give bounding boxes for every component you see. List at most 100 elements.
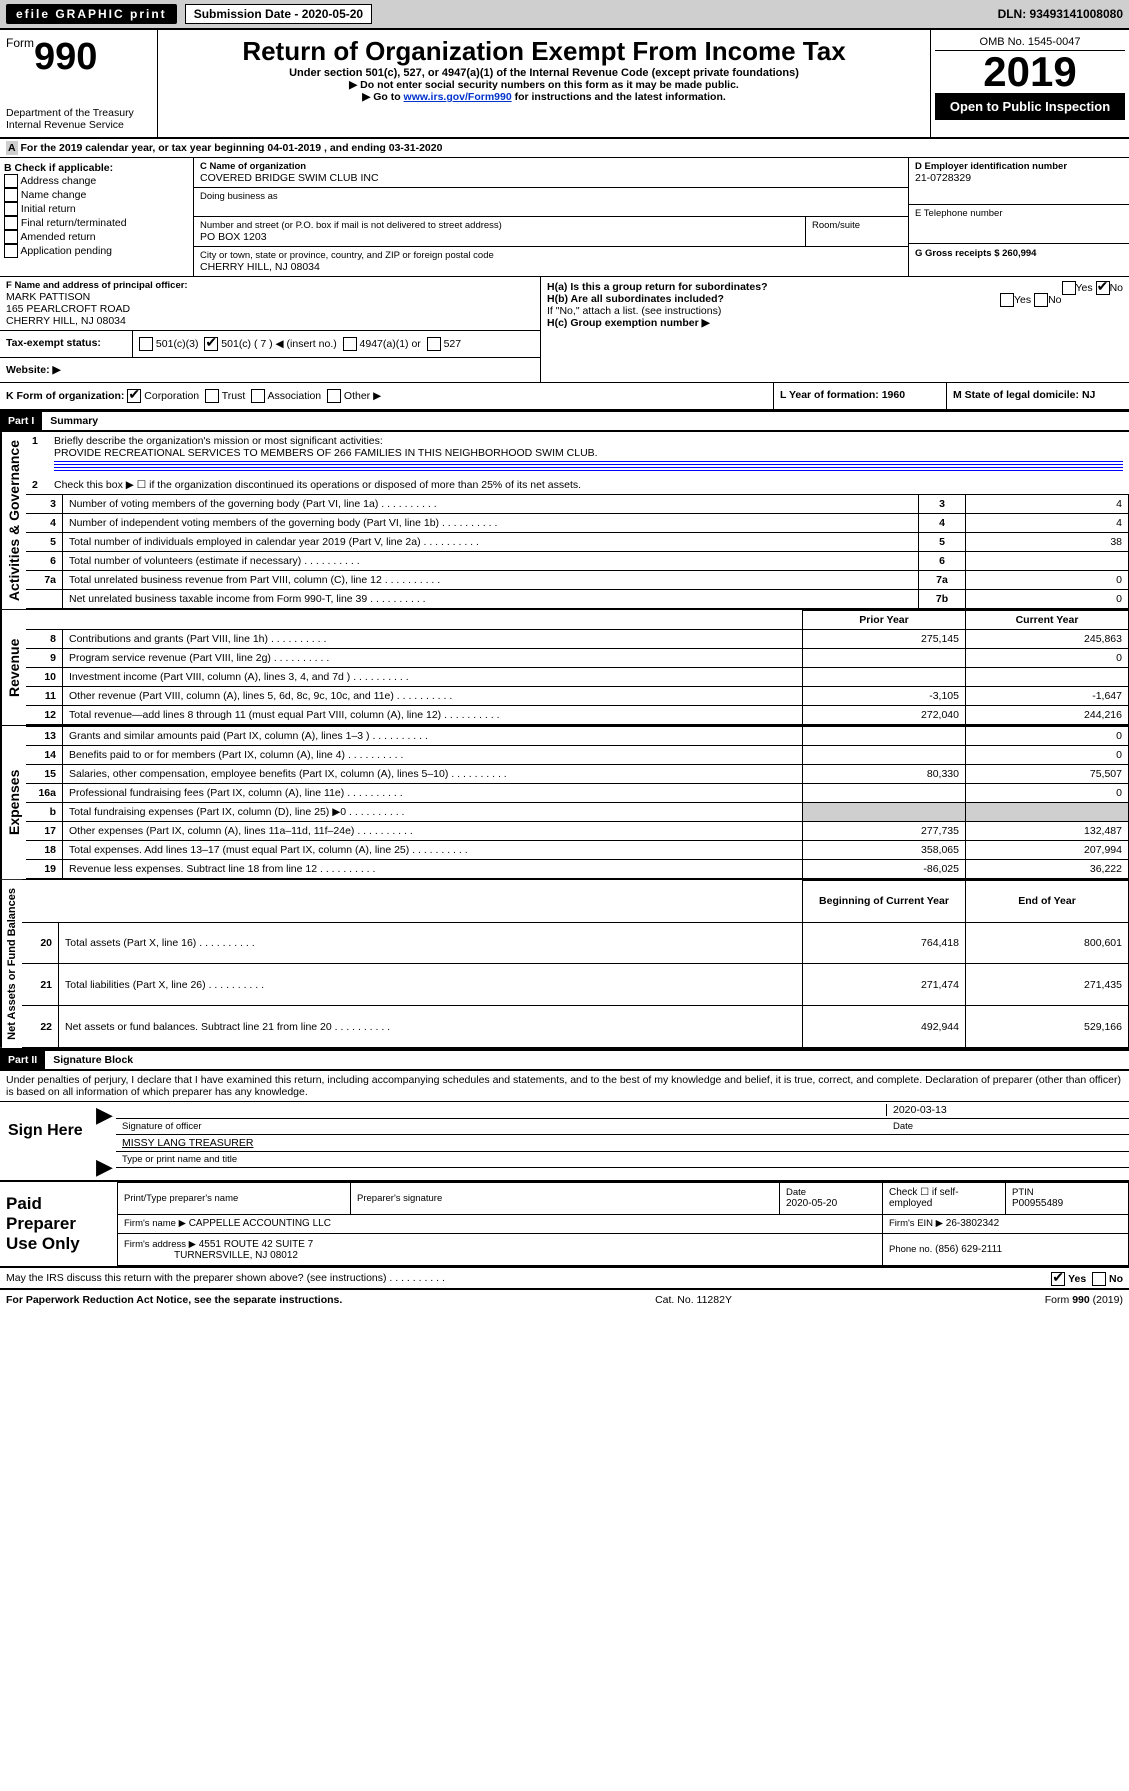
b-item[interactable]: Address change (4, 174, 189, 188)
discuss-row: May the IRS discuss this return with the… (0, 1268, 1129, 1290)
f-label: F Name and address of principal officer: (6, 280, 534, 291)
section-fhi: F Name and address of principal officer:… (0, 277, 1129, 383)
dba-label: Doing business as (200, 191, 902, 202)
tax-year: 2019 (935, 51, 1125, 93)
form-header: Form990 Department of the Treasury Inter… (0, 30, 1129, 139)
efile-button[interactable]: efile GRAPHIC print (6, 4, 177, 24)
irs-link[interactable]: www.irs.gov/Form990 (404, 91, 512, 103)
ptin: P00955489 (1012, 1198, 1122, 1209)
section-klm: K Form of organization: Corporation Trus… (0, 383, 1129, 411)
hb-label: H(b) Are all subordinates included? (547, 293, 724, 305)
prep-name-label: Print/Type preparer's name (124, 1193, 344, 1204)
officer-addr2: CHERRY HILL, NJ 08034 (6, 315, 534, 327)
cb-4947[interactable] (343, 337, 357, 351)
form-number: 990 (34, 36, 97, 78)
footer-mid: Cat. No. 11282Y (655, 1294, 732, 1306)
ha-label: H(a) Is this a group return for subordin… (547, 281, 768, 293)
section-a: A For the 2019 calendar year, or tax yea… (0, 139, 1129, 158)
activities-governance: Activities & Governance 1 Briefly descri… (0, 432, 1129, 609)
b-label: B Check if applicable: (4, 162, 189, 174)
g-label: G Gross receipts $ 260,994 (915, 248, 1036, 259)
side-rev: Revenue (0, 610, 26, 725)
cb-assoc[interactable] (251, 389, 265, 403)
ptin-label: PTIN (1012, 1187, 1122, 1198)
l-year: L Year of formation: 1960 (773, 383, 946, 409)
ha-yes[interactable] (1062, 281, 1076, 295)
prep-date: 2020-05-20 (786, 1198, 876, 1209)
sig-label: Signature of officer (122, 1121, 887, 1132)
sign-date: 2020-03-13 (893, 1104, 947, 1116)
open-public: Open to Public Inspection (935, 93, 1125, 120)
section-bcde: B Check if applicable: Address change Na… (0, 158, 1129, 277)
prep-sig-label: Preparer's signature (357, 1193, 773, 1204)
submission-date: Submission Date - 2020-05-20 (185, 4, 372, 24)
netassets-section: Net Assets or Fund Balances Beginning of… (0, 879, 1129, 1050)
form-title: Return of Organization Exempt From Incom… (164, 36, 924, 67)
revenue-section: Revenue Prior YearCurrent Year8Contribut… (0, 609, 1129, 725)
table-ag: 3Number of voting members of the governi… (26, 494, 1129, 609)
discuss-yes[interactable] (1051, 1272, 1065, 1286)
l1-val: PROVIDE RECREATIONAL SERVICES TO MEMBERS… (54, 447, 598, 459)
l1-label: Briefly describe the organization's miss… (54, 435, 383, 447)
name-label: Type or print name and title (116, 1152, 1129, 1168)
b-item[interactable]: Amended return (4, 230, 189, 244)
goto-post: for instructions and the latest informat… (512, 91, 726, 103)
table-revenue: Prior YearCurrent Year8Contributions and… (26, 610, 1129, 725)
ssn-note: Do not enter social security numbers on … (164, 79, 924, 91)
firm-ein: 26-3802342 (946, 1218, 999, 1229)
city-label: City or town, state or province, country… (200, 250, 902, 261)
c-name-label: C Name of organization (200, 161, 902, 172)
l2: Check this box ▶ ☐ if the organization d… (54, 479, 581, 491)
top-bar: efile GRAPHIC print Submission Date - 20… (0, 0, 1129, 30)
cb-501c7[interactable] (204, 337, 218, 351)
officer-printed: MISSY LANG TREASURER (122, 1137, 253, 1149)
hc-label: H(c) Group exemption number ▶ (547, 317, 1123, 329)
footer: For Paperwork Reduction Act Notice, see … (0, 1290, 1129, 1310)
b-item[interactable]: Initial return (4, 202, 189, 216)
footer-right: Form 990 (2019) (1045, 1294, 1123, 1306)
m-state: M State of legal domicile: NJ (946, 383, 1129, 409)
cb-other[interactable] (327, 389, 341, 403)
ha-no[interactable] (1096, 281, 1110, 295)
street-label: Number and street (or P.O. box if mail i… (200, 220, 799, 231)
firm-label: Firm's name ▶ (124, 1218, 186, 1229)
table-netassets: Beginning of Current YearEnd of Year20To… (22, 880, 1129, 1048)
paid-preparer: Paid Preparer Use Only Print/Type prepar… (0, 1180, 1129, 1268)
e-label: E Telephone number (915, 208, 1123, 219)
discuss-no[interactable] (1092, 1272, 1106, 1286)
ein: 21-0728329 (915, 172, 1123, 184)
prep-date-label: Date (786, 1187, 876, 1198)
org-name: COVERED BRIDGE SWIM CLUB INC (200, 172, 902, 184)
b-item[interactable]: Name change (4, 188, 189, 202)
b-item[interactable]: Application pending (4, 244, 189, 258)
dept-treasury: Department of the Treasury Internal Reve… (6, 107, 151, 131)
k-label: K Form of organization: (6, 390, 124, 402)
firm-addr2: TURNERSVILLE, NJ 08012 (174, 1250, 298, 1261)
phone-label: Phone no. (889, 1244, 932, 1255)
cb-trust[interactable] (205, 389, 219, 403)
perjury: Under penalties of perjury, I declare th… (0, 1071, 1129, 1102)
expenses-section: Expenses 13Grants and similar amounts pa… (0, 725, 1129, 879)
b-item[interactable]: Final return/terminated (4, 216, 189, 230)
city: CHERRY HILL, NJ 08034 (200, 261, 902, 273)
cb-501c3[interactable] (139, 337, 153, 351)
footer-left: For Paperwork Reduction Act Notice, see … (6, 1294, 342, 1306)
form-subtitle: Under section 501(c), 527, or 4947(a)(1)… (164, 67, 924, 79)
table-expenses: 13Grants and similar amounts paid (Part … (26, 726, 1129, 879)
cb-corp[interactable] (127, 389, 141, 403)
i-label: Tax-exempt status: (0, 331, 133, 357)
dln: DLN: 93493141008080 (998, 7, 1123, 21)
cb-527[interactable] (427, 337, 441, 351)
officer-addr1: 165 PEARLCROFT ROAD (6, 303, 534, 315)
date-label: Date (887, 1121, 1123, 1132)
firm-name: CAPPELLE ACCOUNTING LLC (189, 1218, 331, 1229)
j-label: Website: ▶ (6, 364, 61, 376)
officer-name: MARK PATTISON (6, 291, 534, 303)
hb-no[interactable] (1034, 293, 1048, 307)
form-label: Form (6, 36, 34, 50)
hb-yes[interactable] (1000, 293, 1014, 307)
d-label: D Employer identification number (915, 161, 1123, 172)
self-emp: Check ☐ if self-employed (883, 1182, 1006, 1214)
side-exp: Expenses (0, 726, 26, 879)
side-ag: Activities & Governance (0, 432, 26, 609)
